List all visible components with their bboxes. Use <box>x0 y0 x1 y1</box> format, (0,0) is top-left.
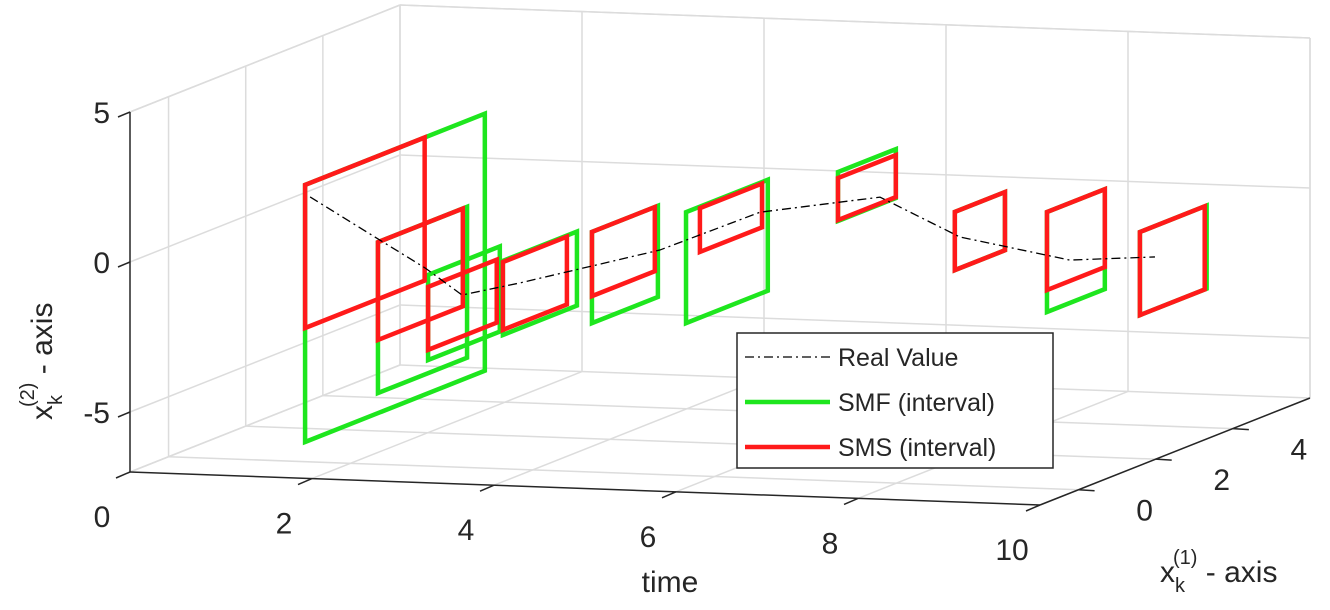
z-tick-label: -5 <box>83 397 110 430</box>
interval-box <box>500 233 570 334</box>
y-tick <box>1155 458 1172 461</box>
z-axis-title-sup: (2) <box>17 383 39 407</box>
marks <box>302 110 1209 446</box>
grid-line <box>493 377 765 486</box>
y-axis-title-base: x <box>1160 556 1175 589</box>
z-axis-title-sub: k <box>45 394 67 405</box>
x-tick-label: 2 <box>276 508 293 541</box>
y-tick-label: 4 <box>1291 434 1308 467</box>
interval-box <box>589 203 658 300</box>
z-tick-label: 5 <box>93 97 110 130</box>
x-tick-label: 4 <box>458 514 475 547</box>
z-tick <box>117 411 131 418</box>
grid-line <box>311 370 583 480</box>
x-axis-title: time <box>642 566 699 599</box>
y-axis-title: xk (1) - axis <box>1160 547 1277 597</box>
interval-box <box>1137 202 1209 319</box>
y-axis-title-sup: (1) <box>1173 547 1197 569</box>
y-axis-title-sub: k <box>1175 575 1186 597</box>
legend-label: Real Value <box>838 344 958 372</box>
x-tick-label: 0 <box>94 501 111 534</box>
y-tick-label: 0 <box>1136 495 1153 528</box>
legend: Real Value SMF (interval) SMS (interval) <box>736 332 1054 469</box>
x-axis-line <box>129 471 1041 506</box>
y-tick <box>1232 427 1249 431</box>
interval-box <box>952 188 1008 274</box>
interval-box <box>425 256 499 354</box>
x-tick <box>1025 504 1041 512</box>
interval-box <box>835 151 899 224</box>
y-tick-label: 2 <box>1213 464 1230 497</box>
x-tick <box>115 471 131 479</box>
x-tick-label: 10 <box>995 534 1028 567</box>
axes: 0 2 4 6 8 10 0 2 4 -5 0 5 <box>83 97 1311 567</box>
grid-line <box>129 364 401 473</box>
legend-label: SMS (interval) <box>838 434 996 462</box>
grid-line <box>399 4 1311 39</box>
grid-line <box>168 455 1079 491</box>
z-axis-title: xk (2) - axis <box>17 303 67 420</box>
z-axis-title-rest: - axis <box>26 303 59 383</box>
interval-box <box>375 205 466 344</box>
grid-line <box>129 4 401 113</box>
y-axis-line <box>1039 397 1311 506</box>
interval-box <box>697 180 765 256</box>
z-tick-label: 0 <box>93 247 110 280</box>
y-axis-title-rest: - axis <box>1197 556 1277 589</box>
interval-box <box>302 134 427 332</box>
x-tick <box>297 477 313 486</box>
x-tick-label: 8 <box>822 527 839 560</box>
x-tick-label: 6 <box>640 521 657 554</box>
real-value-line <box>309 196 1155 296</box>
z-axis-title-base: x <box>26 405 59 420</box>
x-tick <box>843 497 859 506</box>
interval-box <box>589 202 661 327</box>
legend-label: SMF (interval) <box>838 389 995 417</box>
z-tick <box>117 261 131 268</box>
grid-line <box>129 304 401 413</box>
x-tick <box>479 484 495 492</box>
interval-box <box>1044 185 1108 294</box>
grid-line <box>129 154 401 263</box>
interval-box <box>683 176 771 327</box>
x-tick <box>661 491 677 499</box>
interval-box <box>1137 203 1207 319</box>
z-tick <box>117 111 131 118</box>
y-tick <box>1078 488 1095 492</box>
